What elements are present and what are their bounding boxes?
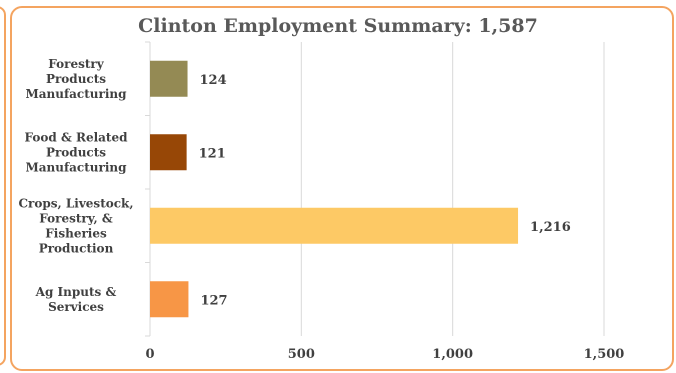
category-label-0-2: Manufacturing [25, 87, 127, 101]
category-label-3-0: Ag Inputs & [35, 285, 117, 299]
value-label-0: 124 [200, 73, 227, 88]
bar-3 [150, 281, 189, 318]
category-label-1-1: Products [46, 145, 106, 159]
bar-2 [150, 207, 519, 244]
category-label-0-0: Forestry [48, 57, 104, 71]
category-label-1-2: Manufacturing [25, 160, 127, 174]
bar-1 [150, 134, 187, 171]
x-tick-label-0: 0 [145, 347, 154, 362]
category-label-0-1: Products [46, 72, 106, 86]
x-tick-label-2: 1,000 [432, 347, 473, 362]
category-label-2-1: Forestry, & [39, 211, 113, 225]
category-label-2-3: Production [39, 241, 114, 255]
bar-0 [150, 60, 188, 97]
chart-card [10, 6, 674, 371]
value-label-2: 1,216 [530, 220, 571, 235]
category-label-2-0: Crops, Livestock, [18, 196, 133, 210]
value-label-1: 121 [199, 146, 226, 161]
chart-title: Clinton Employment Summary: 1,587 [138, 15, 538, 37]
category-label-3-1: Services [48, 300, 104, 314]
value-label-3: 127 [200, 293, 227, 308]
category-label-2-2: Fisheries [45, 226, 107, 240]
category-label-1-0: Food & Related [25, 130, 129, 144]
x-tick-label-3: 1,500 [584, 347, 625, 362]
x-tick-label-1: 500 [288, 347, 315, 362]
